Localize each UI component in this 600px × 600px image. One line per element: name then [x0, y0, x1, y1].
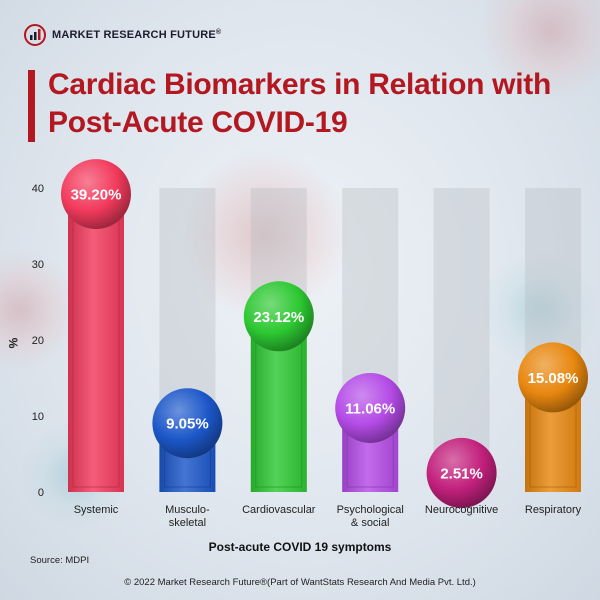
data-label: 15.08% — [528, 370, 579, 387]
data-bubble — [243, 281, 314, 352]
y-axis-label: % — [6, 337, 21, 349]
y-tick-label: 10 — [32, 411, 44, 423]
data-label: 9.05% — [166, 416, 209, 433]
title-accent-bar — [28, 70, 35, 142]
copyright-note: © 2022 Market Research Future®(Part of W… — [124, 577, 476, 588]
chart-title: Cardiac Biomarkers in Relation with Post… — [48, 68, 551, 139]
data-label: 11.06% — [345, 400, 395, 417]
brand-name-text: MARKET RESEARCH FUTURE — [52, 29, 216, 41]
data-label: 2.51% — [440, 465, 483, 482]
data-bubble — [518, 342, 588, 413]
y-tick-label: 40 — [32, 183, 44, 195]
brand-logo-icon — [24, 24, 46, 46]
category-label: Musculo-skeletal — [165, 504, 210, 529]
brand-logo: MARKET RESEARCH FUTURE® — [24, 24, 221, 46]
y-tick-label: 30 — [32, 259, 44, 271]
brand-name: MARKET RESEARCH FUTURE® — [52, 29, 221, 41]
category-label: Neurocognitive — [425, 504, 498, 516]
data-bubble — [335, 372, 406, 443]
bar — [68, 194, 124, 492]
category-label: Respiratory — [525, 504, 582, 516]
x-axis-label: Post-acute COVID 19 symptoms — [208, 540, 392, 554]
data-label: 39.20% — [71, 187, 122, 204]
category-label: Systemic — [74, 504, 119, 516]
data-bubble — [152, 388, 223, 459]
y-tick-label: 0 — [38, 487, 44, 499]
category-label: Psychological & social — [337, 504, 404, 529]
brand-registered-mark: ® — [215, 29, 222, 36]
category-label: Cardiovascular — [242, 504, 316, 516]
y-tick-label: 20 — [32, 335, 44, 347]
source-note: Source: MDPI — [30, 555, 90, 566]
data-bubble — [61, 159, 131, 230]
data-bubble — [426, 437, 497, 508]
data-label: 23.12% — [253, 309, 304, 326]
